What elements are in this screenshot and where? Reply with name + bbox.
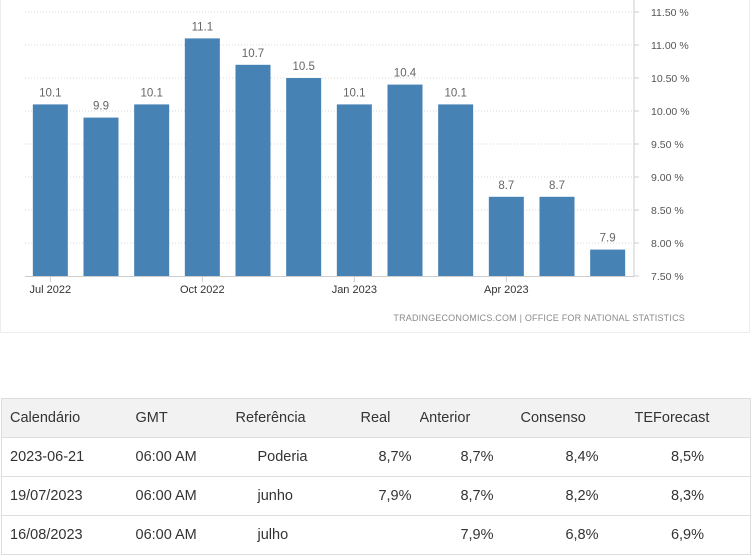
bar: [235, 64, 271, 276]
cell-date: 16/08/2023: [1, 515, 128, 555]
cell-previous: 8,7%: [419, 476, 502, 516]
table-row: 16/08/2023 06:00 AM julho 7,9% 6,8% 6,9%: [1, 515, 751, 555]
bar: [387, 84, 423, 276]
cell-teforecast: 6,9%: [606, 515, 751, 555]
cell-teforecast: 8,5%: [606, 437, 751, 477]
x-tick-label: Oct 2022: [180, 284, 225, 296]
bar-value-label: 9.9: [93, 101, 109, 113]
bar: [590, 249, 626, 276]
bar: [488, 196, 524, 276]
header-calendar: Calendário: [1, 398, 128, 438]
y-tick-label: 7.50 %: [651, 271, 684, 283]
header-gmt: GMT: [127, 398, 234, 438]
bar: [286, 78, 322, 276]
cell-consensus: 8,2%: [501, 476, 607, 516]
y-tick-label: 11.00 %: [651, 40, 689, 52]
cell-actual: 7,9%: [346, 476, 420, 516]
cell-previous: 7,9%: [419, 515, 502, 555]
cell-time: 06:00 AM: [127, 476, 234, 516]
y-tick-label: 10.00 %: [651, 106, 690, 118]
bar-chart: 10.1 9.9 10.1 11.1 10.7 10.5 10.1 10.4 10.1 8.7 8.…: [25, 0, 690, 296]
bar-value-label: 10.4: [394, 68, 417, 80]
table-row: 19/07/2023 06:00 AM junho 7,9% 8,7% 8,2%…: [1, 476, 751, 516]
bar: [32, 104, 68, 277]
data-labels: 10.1 9.9 10.1 11.1 10.7 10.5 10.1 10.4 10.1 8.7 8.…: [39, 21, 616, 244]
calendar-table-wrap: Calendário GMT Referência Real Anterior …: [1, 398, 751, 555]
y-tick-label: 8.00 %: [651, 238, 684, 250]
header-consensus: Consenso: [501, 398, 607, 438]
chart-panel: 10.1 9.9 10.1 11.1 10.7 10.5 10.1 10.4 10.1 8.7 8.…: [0, 0, 750, 333]
bar: [184, 38, 220, 277]
header-teforecast: TEForecast: [606, 398, 751, 438]
x-tick-label: Jan 2023: [332, 284, 377, 296]
table-row: 2023-06-21 06:00 AM Poderia 8,7% 8,7% 8,…: [1, 437, 751, 477]
cell-teforecast: 8,3%: [606, 476, 751, 516]
y-axis: 7.50 % 8.00 % 8.50 % 9.00 % 9.50 % 10.00 % 10.…: [633, 0, 690, 283]
bar: [539, 196, 575, 276]
cell-consensus: 6,8%: [501, 515, 607, 555]
cell-reference: julho: [233, 515, 347, 555]
bar: [83, 117, 119, 276]
x-axis: Jul 2022 Oct 2022 Jan 2023 Apr 2023: [25, 276, 634, 296]
bar-value-label: 11.1: [192, 21, 214, 33]
bars: [32, 38, 626, 277]
bar-value-label: 10.1: [140, 87, 162, 99]
y-tick-label: 9.50 %: [651, 139, 684, 151]
cell-consensus: 8,4%: [501, 437, 607, 477]
bar-value-label: 8.7: [498, 180, 514, 192]
cell-time: 06:00 AM: [127, 437, 234, 477]
header-previous: Anterior: [419, 398, 502, 438]
bar: [336, 104, 372, 277]
bar-value-label: 10.1: [39, 87, 61, 99]
bar-value-label: 8.7: [549, 180, 565, 192]
y-tick-label: 10.50 %: [651, 73, 690, 85]
cell-date: 2023-06-21: [1, 437, 128, 477]
header-reference: Referência: [233, 398, 347, 438]
bar-value-label: 10.1: [444, 87, 466, 99]
x-tick-label: Jul 2022: [30, 284, 72, 296]
x-tick-label: Apr 2023: [484, 284, 529, 296]
cell-actual: [346, 515, 420, 555]
cell-reference: junho: [233, 476, 347, 516]
bar: [134, 104, 170, 277]
source-attribution[interactable]: TRADINGECONOMICS.COM | OFFICE FOR NATION…: [393, 313, 685, 323]
cell-time: 06:00 AM: [127, 515, 234, 555]
cell-previous: 8,7%: [419, 437, 502, 477]
table-header-row: Calendário GMT Referência Real Anterior …: [1, 398, 751, 438]
cell-reference: Poderia: [233, 437, 347, 477]
calendar-table: Calendário GMT Referência Real Anterior …: [1, 398, 751, 555]
bar-value-label: 10.5: [292, 61, 314, 73]
bar: [438, 104, 474, 277]
cell-actual: 8,7%: [346, 437, 420, 477]
y-tick-label: 11.50 %: [651, 7, 689, 19]
bar-value-label: 10.1: [343, 87, 365, 99]
y-tick-label: 9.00 %: [651, 172, 684, 184]
bar-value-label: 10.7: [242, 48, 264, 60]
gridlines: [25, 11, 633, 244]
cell-date: 19/07/2023: [1, 476, 128, 516]
header-actual: Real: [346, 398, 420, 438]
bar-value-label: 7.9: [600, 233, 616, 245]
y-tick-label: 8.50 %: [651, 205, 684, 217]
